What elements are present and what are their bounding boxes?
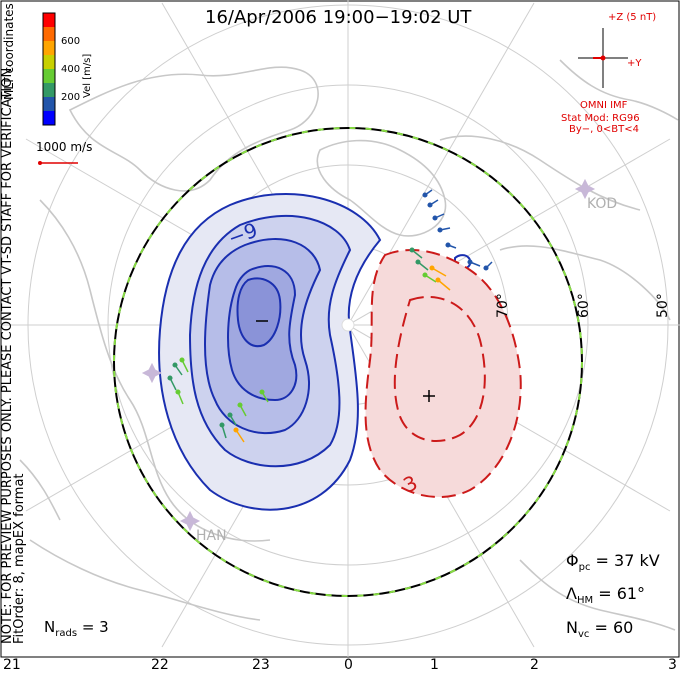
stat-lambda-value: = 61° [598,584,646,603]
magnetic-pole [341,318,355,332]
stat-nvc-value: = 60 [594,618,634,637]
map-title: 16/Apr/2006 19:00−19:02 UT [205,7,472,28]
colorbar-swatch [43,69,55,84]
mlt-label-0: 0 [344,657,353,673]
imf-y-label: +Y [627,58,642,69]
station-kod-label: KOD [587,196,618,212]
colorbar-swatch [43,41,55,56]
neg-contour-core [236,277,282,348]
stat-nvc-symbol: N [566,618,578,637]
stat-phi-sub: pc [578,562,591,574]
mlt-label-3: 3 [668,657,677,673]
imf-source: OMNI IMF [580,100,628,111]
reference-vector-label: 1000 m/s [36,140,93,154]
hm-boundary-dash [113,127,583,597]
station-pgr-marker [141,362,163,384]
colorbar-swatch [43,97,55,112]
colorbar-swatch [43,13,55,28]
velocity-vectors [167,189,493,443]
colorbar-swatch [43,111,55,126]
imf-dial [578,28,628,88]
stat-nrads-value: = 3 [81,618,109,636]
stat-phi-value: = 37 kV [595,551,660,570]
station-markers [141,178,596,532]
latitude-label-50: 50° [655,293,671,318]
mlt-label-23: 23 [252,657,270,673]
stat-lambda-hm: ΛHM = 61° [566,584,645,606]
imf-model: Stat Mod: RG96 [561,113,640,124]
imf-z-label: +Z (5 nT) [608,12,657,23]
stat-lambda-symbol: Λ [566,584,577,603]
latitude-label-70: 70° [495,293,511,318]
station-kod-marker [574,178,596,200]
stat-nvc-sub: vc [577,629,590,641]
colorbar-swatch [43,27,55,42]
pos-contour-outer [364,249,522,498]
stat-n-rads: Nrads = 3 [44,618,109,639]
colorbar-label: Vel [m/s] [82,53,93,98]
colorbar-tick-200: 200 [61,92,81,103]
negative-potential-cell [158,193,472,511]
station-han-label: HAN [196,528,227,544]
stat-phi-pc: Φpc = 37 kV [566,551,660,573]
plot-frame [0,0,680,658]
colorbar-swatch [43,55,55,70]
stat-lambda-sub: HM [576,595,594,607]
mlt-label-22: 22 [151,657,169,673]
imf-condition: By−, 0<BT<4 [569,124,639,135]
pos-contour-mid [393,295,486,443]
mlt-label-21: 21 [3,657,21,673]
stat-nrads-symbol: N [44,618,56,636]
latitude-label-60: 60° [576,293,592,318]
stat-n-vc: Nvc = 60 [566,618,633,640]
colorbar-frame [42,12,56,126]
stat-nrads-sub: rads [55,628,78,639]
stat-phi-symbol: Φ [566,551,579,570]
colorbar-tick-600: 600 [61,36,81,47]
velocity-colorbar [43,13,55,126]
colorbar-tick-400: 400 [61,64,81,75]
mlt-label-2: 2 [530,657,539,673]
potential-max-marker [423,390,435,402]
colorbar-swatch [43,83,55,98]
fit-order-note: FitOrder: 8, mapEX format [12,473,27,644]
mlt-label-1: 1 [430,657,439,673]
station-han-marker [179,510,201,532]
positive-potential-cell [364,249,522,498]
